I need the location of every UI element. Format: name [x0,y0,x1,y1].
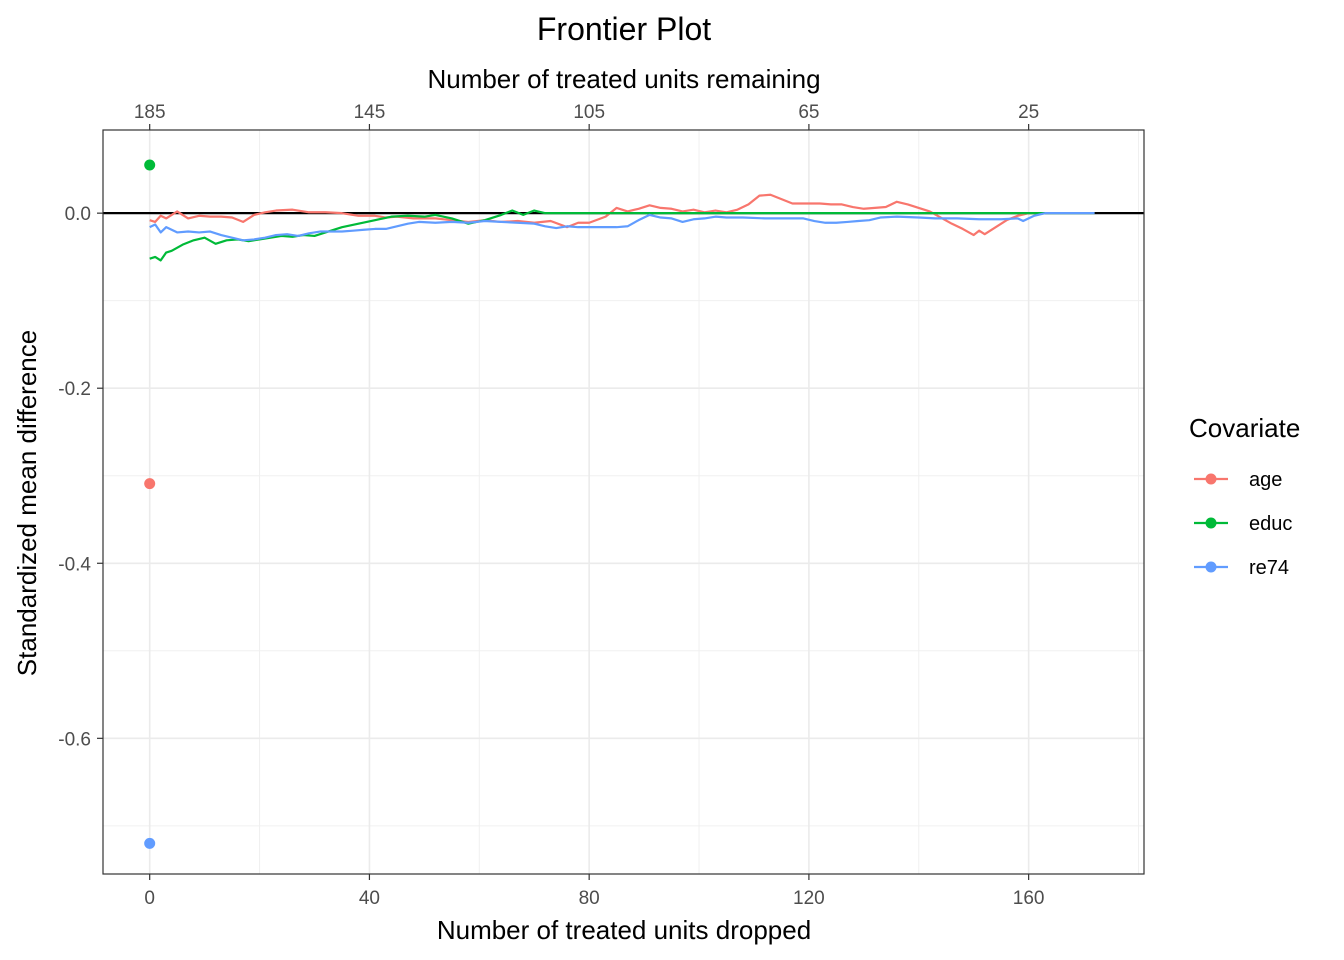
series-line-re74 [149,212,1095,242]
x2-tick-label: 25 [1018,102,1039,123]
y-tick-label: 0.0 [65,204,91,225]
legend-item-educ: educ [1194,513,1292,535]
y-tick-label: -0.6 [58,729,91,750]
legend-key-point [1205,517,1217,529]
legend-title: Covariate [1189,413,1300,443]
legend-label: educ [1249,513,1292,535]
x-tick-label: 160 [1013,888,1045,909]
secondary-x-axis-title: Number of treated units remaining [427,64,820,94]
legend-item-age: age [1194,469,1282,491]
y-tick-label: -0.2 [58,379,91,400]
series-start-points [144,159,156,849]
x-tick-label: 120 [793,888,825,909]
x-tick-label: 40 [359,888,380,909]
series-lines [149,193,1095,262]
series-point-re74 [144,837,156,849]
x-tick-label: 0 [144,888,155,909]
legend-label: re74 [1249,557,1289,579]
x2-tick-label: 145 [354,102,386,123]
legend: Covariate age educ re74 [1189,413,1300,579]
series-point-age [144,478,156,490]
x-tick-label: 80 [579,888,600,909]
y-tick-label: -0.4 [58,554,91,575]
grid-minor [103,130,1144,874]
series-line-age [149,193,1095,237]
y-axis-title: Standardized mean difference [12,330,42,676]
x-axis-title: Number of treated units dropped [437,915,811,945]
legend-label: age [1249,469,1282,491]
x2-tick-label: 105 [573,102,605,123]
series-line-educ [149,209,1095,262]
panel-border [102,129,1145,875]
series-point-educ [144,159,156,171]
axis-ticks: 0 40 80 120 160 185 145 105 65 25 0.0 -0.2 -0.4 -0.6 [58,102,1044,909]
chart-title: Frontier Plot [537,11,711,47]
legend-key-point [1205,473,1217,485]
x2-tick-label: 65 [798,102,819,123]
legend-item-re74: re74 [1194,557,1289,579]
x2-tick-label: 185 [134,102,166,123]
legend-key-point [1205,561,1217,573]
